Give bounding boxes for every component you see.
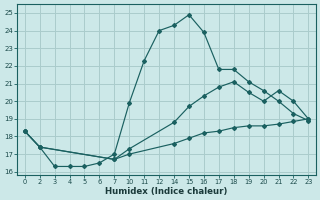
X-axis label: Humidex (Indice chaleur): Humidex (Indice chaleur) [105, 187, 228, 196]
